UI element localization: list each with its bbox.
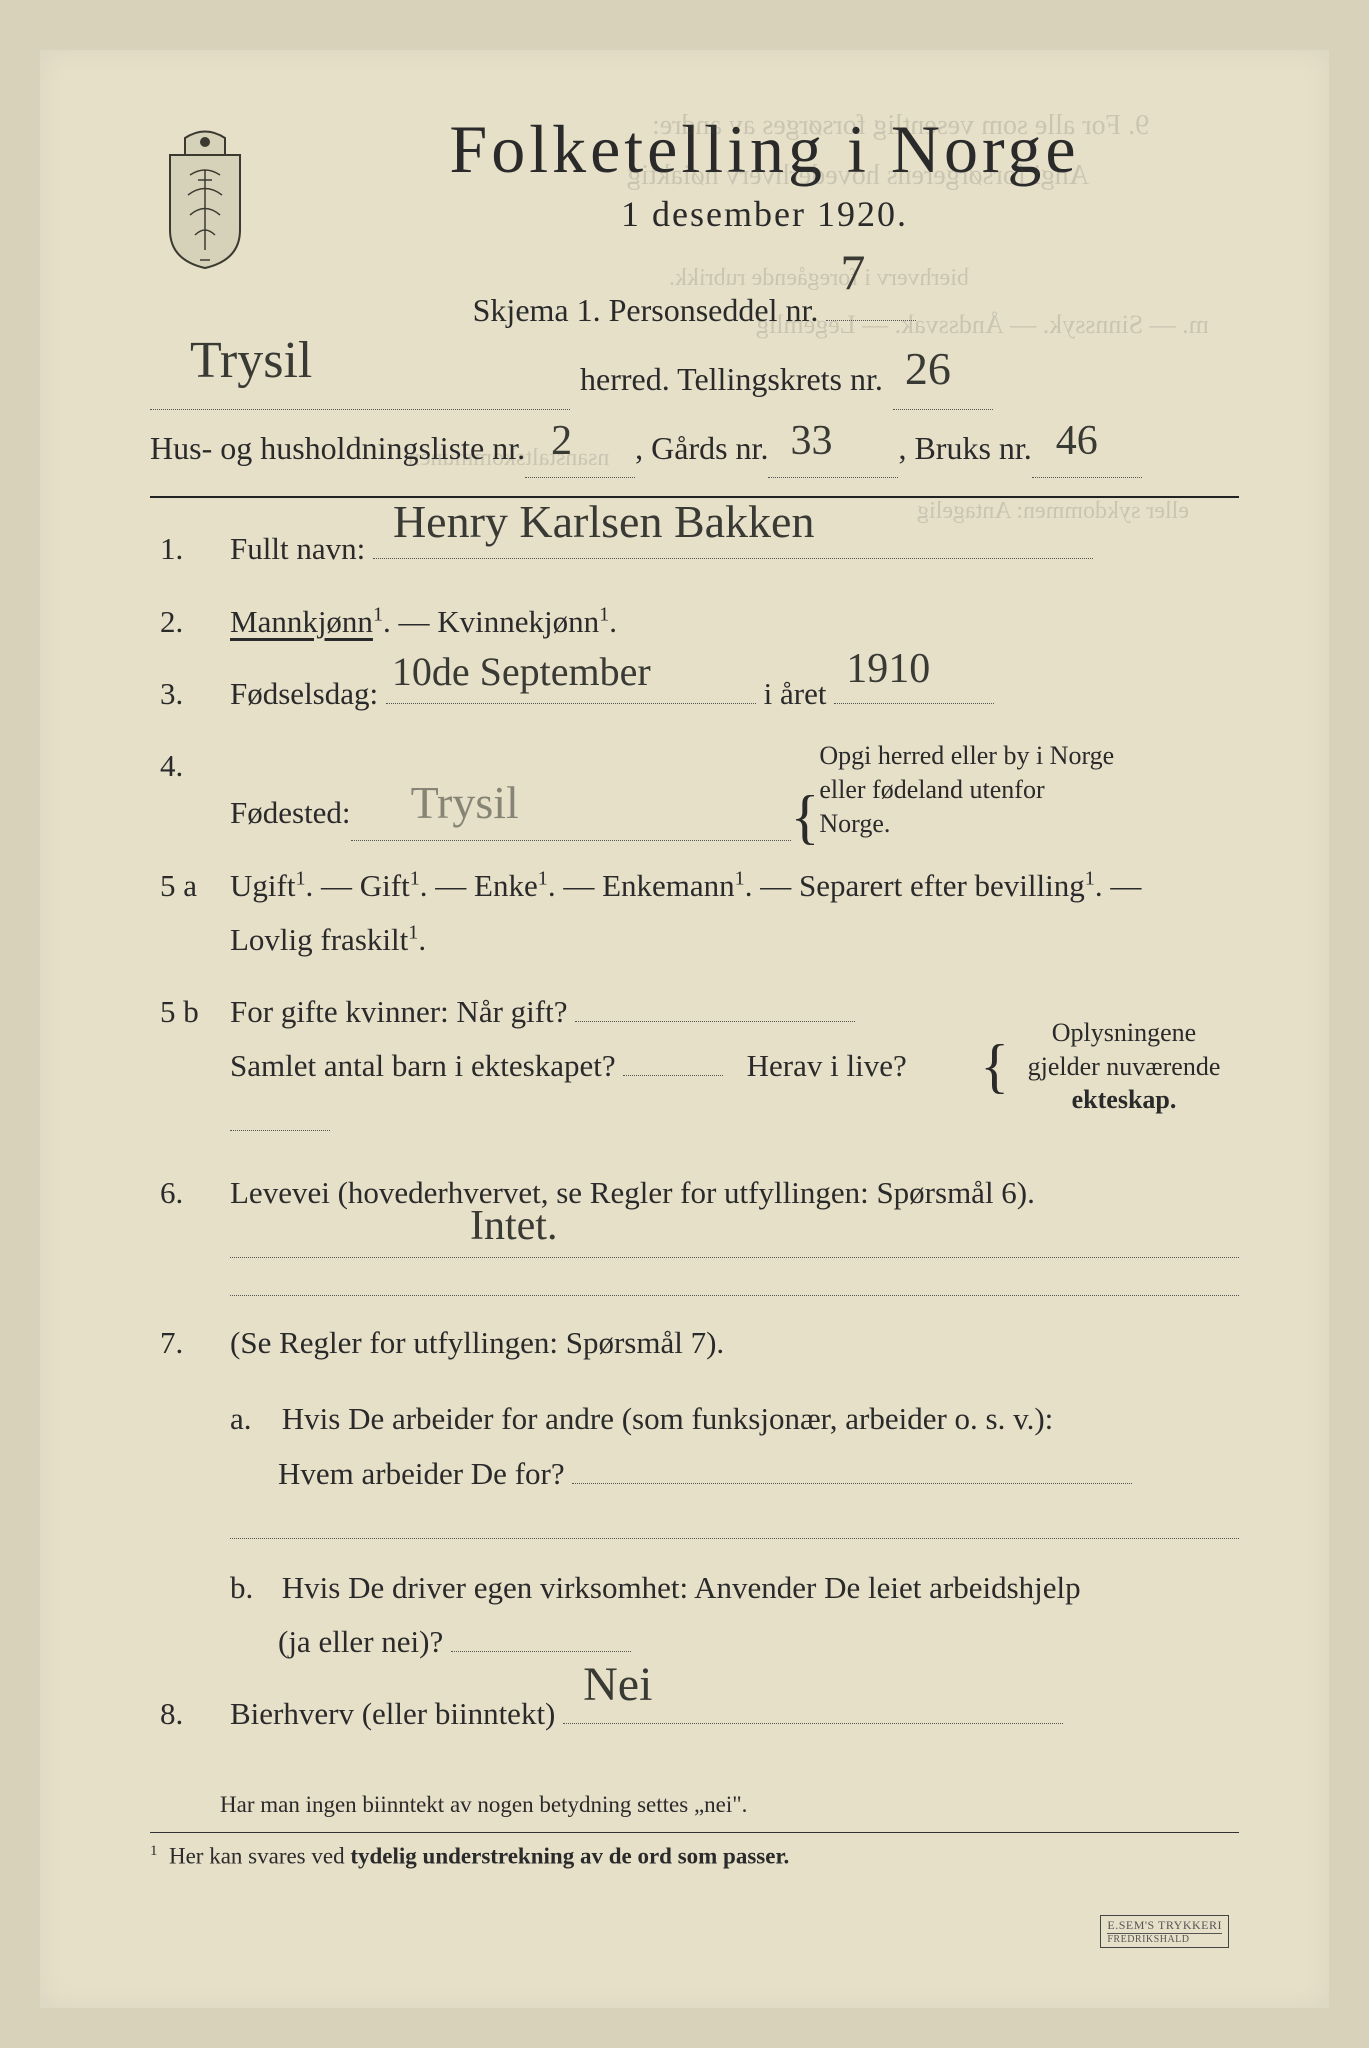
printer-stamp: E.SEM'S TRYKKERI FREDRIKSHALD <box>1100 1915 1229 1948</box>
census-form-page: 9. For alle som vesentlig forsørges av a… <box>40 50 1329 2008</box>
q5a-opt: Gift <box>360 868 410 903</box>
q7a-letter: a. <box>230 1392 274 1446</box>
q5b-label3: Herav i live? <box>747 1048 907 1083</box>
q5b-label1: For gifte kvinner: Når gift? <box>230 994 567 1029</box>
q5a-opt: Enke <box>474 868 538 903</box>
liste-label: Hus- og husholdningsliste nr. <box>150 418 525 479</box>
footnote-text: Her kan svares ved tydelig understreknin… <box>169 1843 789 1868</box>
q5b-label2: Samlet antal barn i ekteskapet? <box>230 1048 616 1083</box>
question-4: 4. Fødested: Trysil { Opgi herred eller … <box>150 739 1239 840</box>
full-name-value: Henry Karlsen Bakken <box>393 482 815 563</box>
q5a-opt: Separert efter bevilling <box>799 868 1085 903</box>
brace-icon: { <box>980 1042 1009 1090</box>
q-number: 8. <box>150 1687 230 1741</box>
q8-label: Bierhverv (eller biinntekt) <box>230 1696 555 1731</box>
birth-day-value: 10de September <box>392 637 651 707</box>
question-6: 6. Levevei (hovederhvervet, se Regler fo… <box>150 1166 1239 1296</box>
footer-note: Har man ingen biinntekt av nogen betydni… <box>150 1792 1239 1818</box>
q4-note2: eller fødeland utenfor Norge. <box>819 775 1044 838</box>
bruks-label: , Bruks nr. <box>898 418 1031 479</box>
question-2: 2. Mannkjønn1. — Kvinnekjønn1. <box>150 595 1239 649</box>
gards-label: , Gårds nr. <box>635 418 768 479</box>
birth-year-value: 1910 <box>846 633 930 707</box>
q4-note1: Opgi herred eller by i Norge <box>819 741 1114 770</box>
bierhverv-value: Nei <box>583 1643 652 1727</box>
occupation-value: Intet. <box>470 1190 557 1264</box>
q5a-opt: Lovlig fraskilt <box>230 922 408 957</box>
q-number: 1. <box>150 522 230 576</box>
q5b-note1: Oplysningene <box>1052 1018 1196 1047</box>
q5b-note2: gjelder nuværende <box>1028 1052 1221 1081</box>
q4-label: Fødested: <box>230 786 351 840</box>
question-3: 3. Fødselsdag: 10de September i året 191… <box>150 667 1239 721</box>
q7b-label2: (ja eller nei)? <box>230 1624 443 1659</box>
birthplace-value: Trysil <box>411 763 519 844</box>
question-5a: 5 a Ugift1. — Gift1. — Enke1. — Enkemann… <box>150 859 1239 968</box>
q7a-label: Hvis De arbeider for andre (som funksjon… <box>282 1401 1054 1436</box>
q1-label: Fullt navn: <box>230 531 365 566</box>
q2-mann: Mannkjønn <box>230 604 373 639</box>
page-title: Folketelling i Norge <box>290 110 1239 189</box>
herred-value: Trysil <box>190 312 312 411</box>
footnote-rule <box>150 1832 1239 1833</box>
q3-label: Fødselsdag: <box>230 676 378 711</box>
question-7: 7. (Se Regler for utfyllingen: Spørsmål … <box>150 1316 1239 1669</box>
header: Folketelling i Norge 1 desember 1920. <box>150 110 1239 270</box>
q2-kvinne: Kvinnekjønn <box>437 604 599 639</box>
q-number: 6. <box>150 1166 230 1296</box>
q-number: 5 b <box>150 985 230 1148</box>
herred-line: Trysil herred. Tellingskrets nr. 26 <box>150 349 1239 410</box>
q7b-label: Hvis De driver egen virksomhet: Anvender… <box>282 1570 1081 1605</box>
bruks-nr-value: 46 <box>1056 402 1098 482</box>
q-number: 5 a <box>150 859 230 968</box>
footnote-marker: 1 <box>150 1843 157 1859</box>
q-number: 2. <box>150 595 230 649</box>
stamp-line1: E.SEM'S TRYKKERI <box>1107 1918 1222 1933</box>
q-number: 3. <box>150 667 230 721</box>
q7a-label2: Hvem arbeider De for? <box>230 1456 565 1491</box>
title-block: Folketelling i Norge 1 desember 1920. <box>290 110 1239 265</box>
q5a-opt: Ugift <box>230 868 295 903</box>
q6-label: Levevei (hovederhvervet, se Regler for u… <box>230 1175 1035 1210</box>
tellingskrets-value: 26 <box>905 325 951 412</box>
liste-nr-value: 2 <box>551 402 572 482</box>
q7-label: (Se Regler for utfyllingen: Spørsmål 7). <box>230 1325 724 1360</box>
q3-mid: i året <box>764 676 827 711</box>
skjema-line: Skjema 1. Personseddel nr. 7 <box>150 280 1239 341</box>
stamp-line2: FREDRIKSHALD <box>1107 1933 1222 1945</box>
gards-nr-value: 33 <box>790 402 832 482</box>
personseddel-nr-value: 7 <box>840 225 865 320</box>
skjema-label: Skjema 1. Personseddel nr. <box>473 292 819 328</box>
q7b-letter: b. <box>230 1561 274 1615</box>
q5a-opt: Enkemann <box>602 868 735 903</box>
herred-suffix: herred. Tellingskrets nr. <box>580 349 883 410</box>
coat-of-arms-icon <box>150 120 260 270</box>
page-subtitle: 1 desember 1920. <box>290 193 1239 235</box>
bleed-text: eller sykdommen: Antagelig <box>917 498 1189 525</box>
q-number: 7. <box>150 1316 230 1669</box>
q5b-note3: ekteskap. <box>1072 1085 1177 1114</box>
question-5b: 5 b For gifte kvinner: Når gift? Samlet … <box>150 985 1239 1148</box>
liste-line: Hus- og husholdningsliste nr. 2 , Gårds … <box>150 418 1239 479</box>
question-8: 8. Bierhverv (eller biinntekt) Nei <box>150 1687 1239 1741</box>
question-1: 1. Fullt navn: Henry Karlsen Bakken <box>150 522 1239 576</box>
brace-icon: { <box>791 793 820 841</box>
q-number: 4. <box>150 739 230 840</box>
